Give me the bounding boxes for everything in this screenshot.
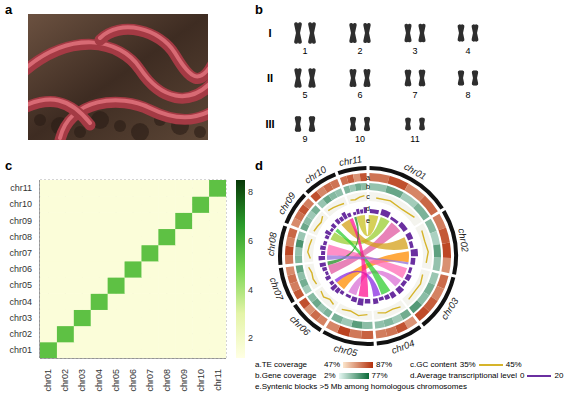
html-text:47%: 47% [324, 360, 340, 369]
html-text:45%: 45% [505, 360, 522, 369]
svg-text:9: 9 [302, 134, 307, 144]
svg-text:chr01: chr01 [402, 161, 428, 182]
svg-text:8: 8 [465, 90, 470, 100]
svg-text:chr04: chr04 [94, 369, 104, 392]
svg-text:chr01: chr01 [43, 369, 53, 392]
svg-text:chr02: chr02 [60, 369, 70, 392]
svg-text:3: 3 [412, 46, 417, 56]
html-text:c.GC content 35%: c.GC content 35% [410, 360, 476, 369]
svg-text:chr01: chr01 [9, 345, 32, 355]
svg-text:chr06: chr06 [9, 264, 32, 274]
svg-text:chr10: chr10 [302, 163, 329, 186]
svg-text:chr08: chr08 [162, 369, 172, 392]
svg-text:chr04: chr04 [9, 297, 32, 307]
html-text:77%: 77% [371, 371, 388, 380]
svg-text:III: III [265, 118, 274, 130]
html-text:e.Syntenic blocks >5 Mb among: e.Syntenic blocks >5 Mb among homologous… [255, 382, 467, 391]
html-text:a: a [5, 2, 13, 17]
svg-text:10: 10 [355, 134, 365, 144]
svg-text:chr10: chr10 [9, 199, 32, 209]
svg-text:11: 11 [410, 134, 419, 144]
html-text:a.TE coverage: a.TE coverage [255, 360, 307, 369]
html-text:c: c [5, 158, 13, 173]
svg-text:chr11: chr11 [213, 369, 223, 391]
svg-text:II: II [267, 72, 273, 84]
svg-text:e: e [366, 217, 370, 224]
svg-text:chr08: chr08 [265, 231, 279, 257]
html-text:20: 20 [554, 371, 564, 380]
svg-text:chr03: chr03 [9, 313, 32, 323]
svg-text:chr09: chr09 [276, 190, 299, 217]
svg-text:chr03: chr03 [77, 369, 87, 392]
svg-text:chr03: chr03 [438, 295, 461, 322]
svg-text:6: 6 [357, 90, 362, 100]
svg-text:chr02: chr02 [9, 329, 32, 339]
html-text:d: d [255, 158, 263, 173]
svg-text:chr10: chr10 [196, 369, 206, 392]
svg-text:a: a [366, 174, 370, 181]
svg-text:chr06: chr06 [288, 313, 313, 338]
svg-text:2: 2 [357, 46, 362, 56]
svg-text:chr04: chr04 [390, 337, 416, 356]
svg-text:4: 4 [465, 46, 470, 56]
svg-text:chr11: chr11 [338, 153, 363, 168]
svg-text:d: d [366, 205, 370, 212]
svg-text:chr08: chr08 [9, 232, 32, 242]
svg-text:6: 6 [248, 236, 253, 246]
svg-text:4: 4 [248, 285, 253, 295]
svg-text:chr06: chr06 [128, 369, 138, 392]
svg-text:c: c [366, 193, 370, 200]
svg-text:8: 8 [248, 187, 253, 197]
svg-text:b: b [366, 183, 370, 190]
svg-text:chr09: chr09 [9, 216, 32, 226]
html-text:b: b [255, 2, 263, 17]
svg-text:1: 1 [302, 46, 307, 56]
svg-text:I: I [268, 27, 271, 39]
html-text:87%: 87% [376, 360, 392, 369]
html-text:2%: 2% [324, 371, 336, 380]
svg-text:5: 5 [302, 90, 307, 100]
svg-text:7: 7 [412, 90, 417, 100]
svg-text:chr02: chr02 [456, 228, 471, 254]
svg-text:chr11: chr11 [10, 183, 32, 193]
svg-text:chr07: chr07 [145, 369, 155, 392]
svg-text:chr07: chr07 [268, 276, 287, 303]
html-text:d.Average transcriptional leve: d.Average transcriptional level 0 [410, 371, 525, 380]
svg-text:2: 2 [248, 333, 253, 343]
svg-text:chr07: chr07 [9, 248, 32, 258]
svg-text:chr05: chr05 [9, 280, 32, 290]
svg-text:chr09: chr09 [179, 369, 189, 392]
svg-text:chr05: chr05 [111, 369, 121, 392]
html-text:b.Gene coverage: b.Gene coverage [255, 371, 317, 380]
svg-text:chr05: chr05 [333, 342, 359, 358]
